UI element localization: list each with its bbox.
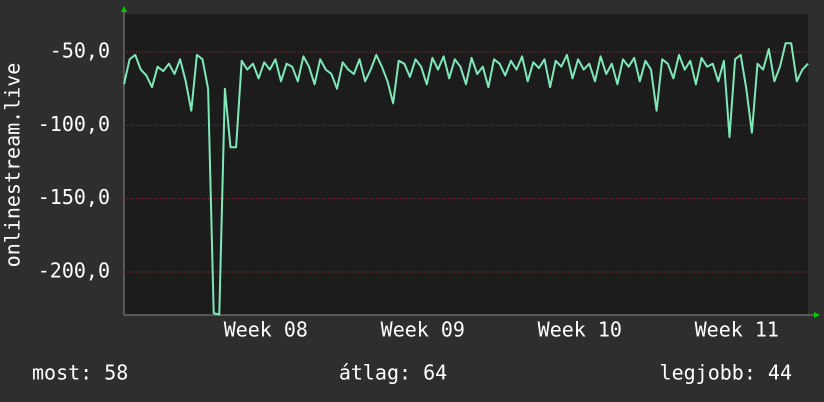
y-tick-label: -50,0 — [50, 38, 110, 62]
footer-max: legjobb: 44 — [660, 361, 792, 385]
data-line — [123, 42, 809, 316]
y-axis-label: onlinestream.live — [1, 63, 25, 268]
y-arrow — [121, 6, 127, 12]
plot-area — [124, 14, 808, 315]
y-tick-label: -100,0 — [38, 112, 110, 136]
y-tick-label: -200,0 — [38, 259, 110, 283]
x-tick-label: Week 11 — [695, 318, 779, 342]
footer-current: most: 58 — [32, 361, 128, 385]
x-tick-label: Week 08 — [224, 318, 308, 342]
y-tick-label: -150,0 — [38, 185, 110, 209]
footer-average: átlag: 64 — [339, 361, 447, 385]
x-tick-label: Week 09 — [381, 318, 465, 342]
x-arrow — [814, 312, 820, 318]
x-tick-label: Week 10 — [538, 318, 622, 342]
